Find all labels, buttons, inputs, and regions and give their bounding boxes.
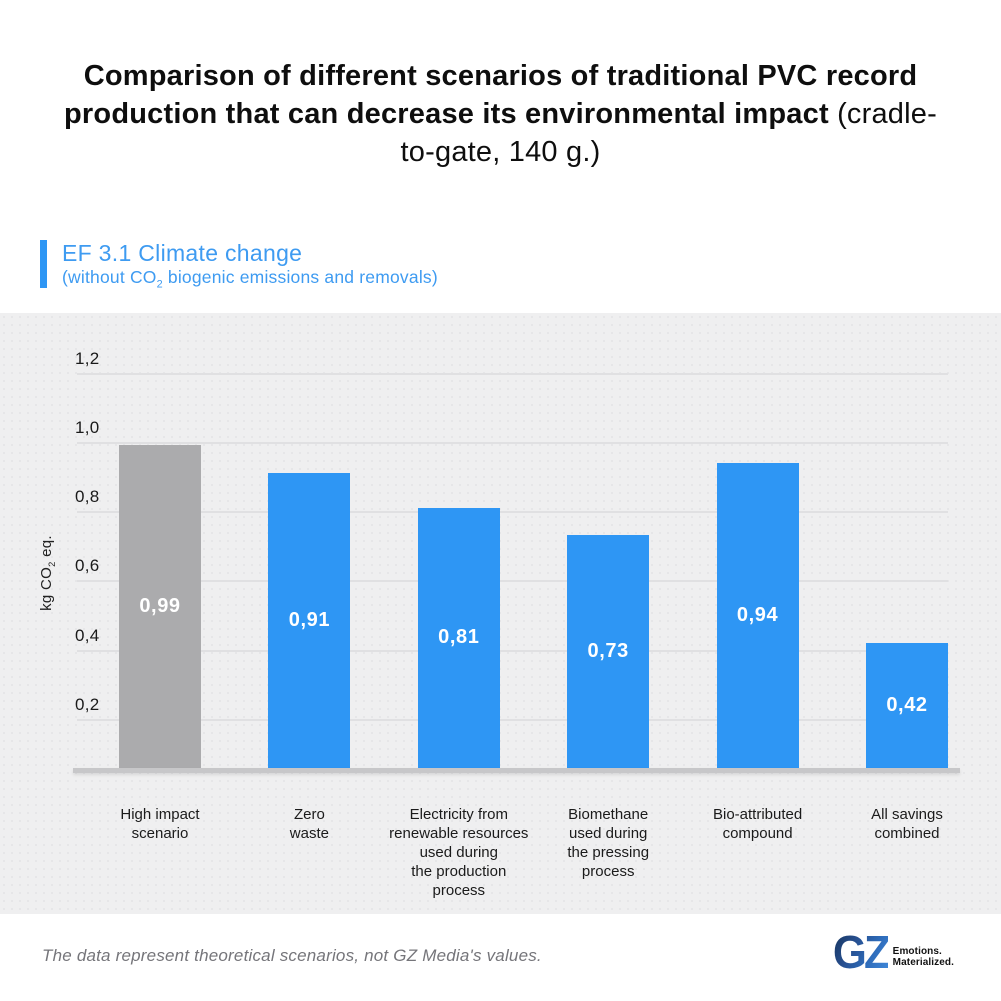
page-title: Comparison of different scenarios of tra…	[62, 57, 940, 171]
bar-value-label: 0,99	[139, 594, 181, 617]
gz-logo: GZ Emotions. Materialized.	[830, 926, 954, 978]
y-axis-label-sub: 2	[47, 561, 57, 567]
x-axis-label-line: waste	[289, 825, 329, 842]
x-axis-baseline	[73, 768, 960, 773]
gridline	[77, 442, 948, 444]
x-axis-label: High impact scenario	[67, 805, 253, 843]
bar-highimpact-scenario: 0,99	[119, 445, 201, 772]
gz-logo-tagline: Emotions. Materialized.	[893, 946, 954, 970]
x-axis-label: Electricity from renewable resources used …	[366, 805, 552, 900]
y-axis-label-post: eq.	[38, 535, 55, 562]
accent-bar	[40, 240, 47, 288]
gridline	[77, 580, 948, 583]
y-tick-label: 0,6	[75, 556, 100, 576]
x-axis-label-line: All savings	[871, 806, 943, 823]
x-axis-label: Biomethane used during the pressing process	[515, 805, 701, 881]
page-title-bold: Comparison of different scenarios of tra…	[64, 60, 918, 130]
x-axis-label-line: compound	[722, 825, 793, 842]
bar-zero-waste: 0,91	[268, 473, 351, 772]
x-axis-label-line: Zero	[293, 806, 325, 823]
gridline	[77, 649, 948, 652]
bar-value-label: 0,42	[886, 693, 928, 716]
x-axis-label: All savings combined	[814, 805, 1000, 843]
x-axis-label-line: renewable resources	[389, 825, 529, 842]
section-subheading: (without CO2 biogenic emissions and remo…	[62, 266, 438, 291]
bar-biomethane-usedduring-thepressing-process: 0,73	[567, 535, 650, 772]
gridline	[77, 718, 948, 721]
x-axis-label-line: process	[581, 863, 635, 880]
page-title-regular: (cradle-to-gate, 140 g.)	[400, 98, 937, 168]
y-axis-label: kg CO2 eq.	[38, 493, 58, 653]
subheading-post: biogenic emissions and removals)	[162, 267, 438, 287]
subheading-sub: 2	[156, 278, 163, 291]
x-axis-label: Bio-attributed compound	[665, 805, 851, 843]
bar-value-label: 0,94	[736, 603, 779, 626]
x-axis-label-line: process	[432, 882, 486, 899]
x-axis-label-line: scenario	[131, 825, 189, 842]
x-axis-label-line: Bio-attributed	[712, 806, 803, 823]
bar-electricityfrom-renewableresources-usedduring-theproduction-process: 0,81	[417, 508, 500, 772]
x-axis-label-line: Electricity from	[409, 806, 508, 823]
subheading-pre: (without CO	[62, 267, 157, 287]
section-heading-block: EF 3.1 Climate change (without CO2 bioge…	[40, 240, 438, 291]
x-axis-label-line: used during	[419, 844, 498, 861]
x-axis-label-line: High impact	[120, 806, 200, 823]
section-heading: EF 3.1 Climate change	[62, 240, 303, 266]
gridline	[77, 372, 948, 375]
bar-allsavings-combined: 0,42	[866, 643, 948, 772]
y-tick-label: 0,8	[75, 487, 100, 507]
x-axis-label-line: combined	[874, 825, 940, 842]
x-axis-label-line: Biomethane	[568, 806, 649, 823]
section-text: EF 3.1 Climate change (without CO2 bioge…	[62, 240, 438, 291]
y-tick-label: 1,2	[75, 348, 100, 368]
x-axis-label-line: used during	[568, 825, 648, 842]
chart-panel: kg CO2 eq. 1,2 1,0 0,8 0,6 0,4 0,2 0,99 0,91 0,…	[0, 313, 1001, 914]
title-wrap: Comparison of different scenarios of tra…	[0, 57, 1001, 171]
bar-value-label: 0,73	[587, 639, 629, 662]
y-axis-label-pre: kg CO	[38, 566, 55, 611]
gz-logo-tagline-line1: Emotions.	[892, 946, 942, 957]
gz-logo-mark: GZ	[832, 926, 891, 978]
bar-value-label: 0,91	[288, 608, 331, 631]
x-axis-label-line: the production	[411, 863, 507, 880]
y-tick-label: 0,2	[75, 694, 100, 714]
y-tick-label: 0,4	[75, 625, 100, 645]
gz-logo-tagline-line2: Materialized.	[892, 957, 954, 968]
bar-value-label: 0,81	[438, 626, 480, 648]
x-axis-label: Zero waste	[216, 805, 402, 843]
bar-bio-attributed-compound: 0,94	[716, 463, 799, 772]
y-tick-label: 1,0	[75, 418, 100, 437]
x-axis-label-line: the pressing	[567, 844, 650, 861]
disclaimer-text: The data represent theoretical scenarios…	[42, 946, 542, 965]
gridline	[77, 511, 948, 514]
